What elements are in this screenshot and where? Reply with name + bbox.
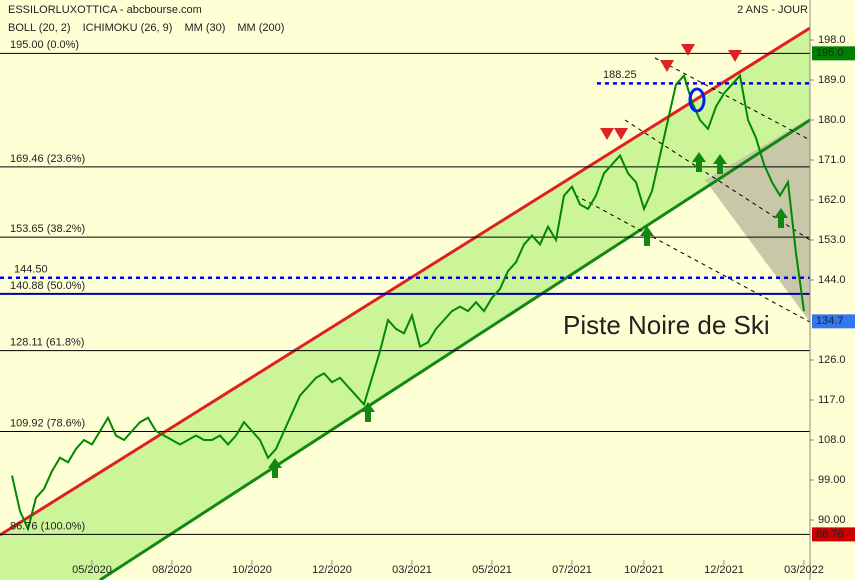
y-tick-label: 144.0 [818,274,846,286]
period: 2 ANS - JOUR [737,4,808,16]
x-tick-label: 10/2020 [232,564,272,576]
price-tag-label: 134.7 [816,315,844,327]
x-tick-label: 03/2021 [392,564,432,576]
y-tick-label: 117.0 [818,394,845,406]
channel-top [0,26,811,537]
fib-label: 109.92 (78.6%) [10,417,85,429]
fib-label: 140.88 (50.0%) [10,280,85,292]
fib-label: 195.00 (0.0%) [10,39,79,51]
price-tag-label: 195.0 [816,47,844,59]
y-tick-label: 189.0 [818,74,846,86]
y-tick-label: 90.00 [818,514,846,526]
y-tick-label: 162.0 [818,194,846,206]
x-tick-label: 10/2021 [624,564,664,576]
y-tick-label: 198.0 [818,34,846,46]
channel-bottom [99,118,811,580]
down-arrows [600,44,742,140]
grey-zone [705,118,810,322]
legend-entry: BOLL (20, 2) [8,22,71,34]
annotation: Piste Noire de Ski [563,310,770,340]
x-tick-label: 12/2021 [704,564,744,576]
price-tag [812,46,855,61]
y-tick-label: 99.00 [818,474,846,486]
fib-label: 128.11 (61.8%) [10,337,84,349]
legend-entry: MM (30) [184,22,225,34]
legend-entry: MM (200) [237,22,284,34]
x-tick-label: 05/2021 [472,564,512,576]
fib-label: 86.76 (100.0%) [10,520,85,532]
price-line [11,73,805,532]
level-label: 144.50 [14,264,48,276]
y-tick-label: 108.0 [818,434,846,446]
y-tick-label: 180.0 [818,114,846,126]
x-tick-label: 12/2020 [312,564,352,576]
y-tick-label: 126.0 [818,354,846,366]
circle-highlight [688,87,706,113]
x-tick-label: 07/2021 [552,564,592,576]
level-label: 188.25 [603,69,637,81]
price-tag [812,314,855,329]
x-tick-label: 08/2020 [152,564,192,576]
fib-label: 153.65 (38.2%) [10,223,85,235]
y-tick-label: 153.0 [818,234,846,246]
price-tag [812,527,855,542]
x-tick-label: 03/2022 [784,564,824,576]
fib-label: 169.46 (23.6%) [10,153,85,165]
y-tick-label: 171.0 [818,154,846,166]
chart-title: ESSILORLUXOTTICA - abcbourse.com [8,4,202,16]
trend-dashed [654,57,811,141]
up-arrows [268,152,788,478]
price-tag-label: 86.76 [816,528,844,540]
x-tick-label: 05/2020 [72,564,112,576]
legend-entry: ICHIMOKU (26, 9) [83,22,173,34]
channel-fill [0,28,810,580]
